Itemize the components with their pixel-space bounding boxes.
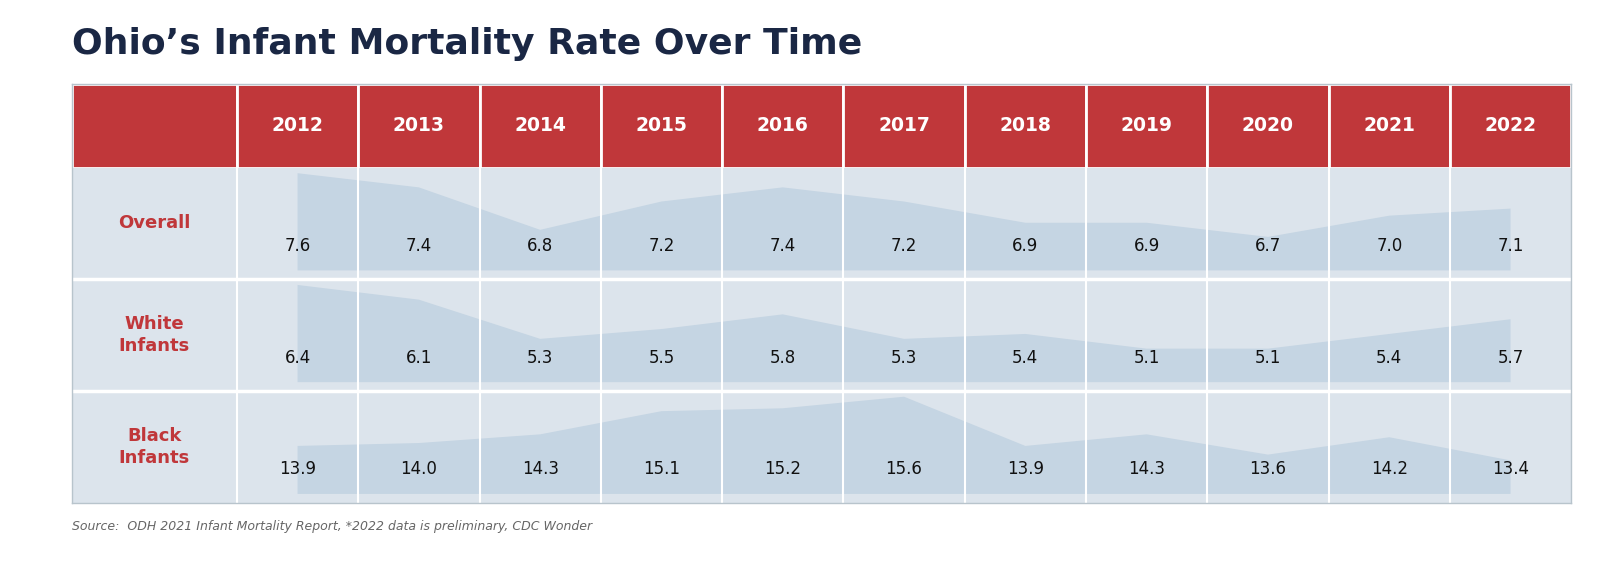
Bar (358, 84, 480, 168)
Text: 2022: 2022 (1485, 116, 1536, 135)
Text: 6.9: 6.9 (1133, 237, 1160, 255)
Text: 7.0: 7.0 (1376, 237, 1402, 255)
Bar (1086, 84, 1208, 168)
Polygon shape (298, 397, 1510, 494)
Text: 5.1: 5.1 (1133, 349, 1160, 366)
Text: 6.8: 6.8 (526, 237, 554, 255)
Text: 13.4: 13.4 (1493, 460, 1530, 479)
Text: 6.4: 6.4 (285, 349, 310, 366)
Text: 5.1: 5.1 (1254, 349, 1282, 366)
Bar (602, 84, 722, 168)
Polygon shape (298, 285, 1510, 382)
Text: 7.4: 7.4 (406, 237, 432, 255)
Text: 2016: 2016 (757, 116, 808, 135)
Text: 13.6: 13.6 (1250, 460, 1286, 479)
Text: 2013: 2013 (394, 116, 445, 135)
Text: 5.7: 5.7 (1498, 349, 1523, 366)
Text: 5.5: 5.5 (648, 349, 675, 366)
Bar (722, 84, 843, 168)
Text: Ohio’s Infant Mortality Rate Over Time: Ohio’s Infant Mortality Rate Over Time (72, 27, 862, 61)
Polygon shape (298, 173, 1510, 271)
Text: 5.4: 5.4 (1013, 349, 1038, 366)
Bar (1208, 84, 1328, 168)
Text: 6.1: 6.1 (406, 349, 432, 366)
Text: 15.1: 15.1 (643, 460, 680, 479)
Bar (965, 84, 1086, 168)
Text: 13.9: 13.9 (278, 460, 317, 479)
Bar (480, 84, 602, 168)
Text: 5.3: 5.3 (891, 349, 917, 366)
Text: 6.7: 6.7 (1254, 237, 1282, 255)
Text: 7.6: 7.6 (285, 237, 310, 255)
Bar (843, 84, 965, 168)
Text: Overall: Overall (118, 214, 190, 232)
Text: 5.3: 5.3 (526, 349, 554, 366)
Text: 15.6: 15.6 (886, 460, 923, 479)
Text: 7.4: 7.4 (770, 237, 795, 255)
Text: 2019: 2019 (1120, 116, 1173, 135)
Text: 2015: 2015 (635, 116, 688, 135)
Text: 2018: 2018 (1000, 116, 1051, 135)
Text: 2020: 2020 (1242, 116, 1294, 135)
Text: Black
Infants: Black Infants (118, 427, 190, 467)
Text: 2014: 2014 (514, 116, 566, 135)
Bar (1328, 84, 1450, 168)
Text: 7.2: 7.2 (648, 237, 675, 255)
Text: 2021: 2021 (1363, 116, 1414, 135)
Text: 14.2: 14.2 (1371, 460, 1408, 479)
Text: 14.3: 14.3 (522, 460, 558, 479)
Text: 6.9: 6.9 (1013, 237, 1038, 255)
Text: 2012: 2012 (272, 116, 323, 135)
Text: 2017: 2017 (878, 116, 930, 135)
Text: 13.9: 13.9 (1006, 460, 1043, 479)
Text: 14.3: 14.3 (1128, 460, 1165, 479)
Bar (237, 84, 358, 168)
Text: White
Infants: White Infants (118, 315, 190, 355)
Text: Source:  ODH 2021 Infant Mortality Report, *2022 data is preliminary, CDC Wonder: Source: ODH 2021 Infant Mortality Report… (72, 520, 592, 533)
Bar (1450, 84, 1571, 168)
Text: 7.2: 7.2 (891, 237, 917, 255)
Text: 7.1: 7.1 (1498, 237, 1523, 255)
Text: 15.2: 15.2 (765, 460, 802, 479)
Text: 14.0: 14.0 (400, 460, 437, 479)
Text: 5.8: 5.8 (770, 349, 795, 366)
Text: 5.4: 5.4 (1376, 349, 1402, 366)
